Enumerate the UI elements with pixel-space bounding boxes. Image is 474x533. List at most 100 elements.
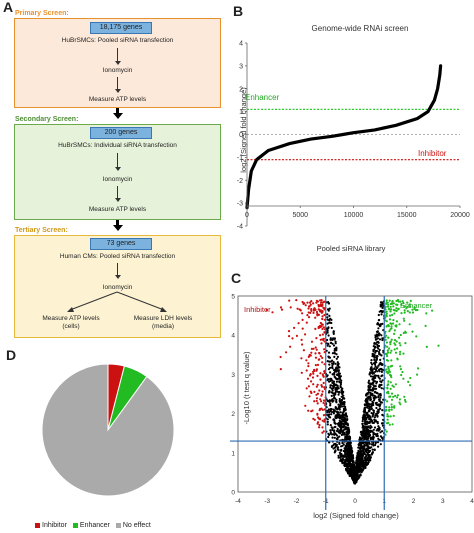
chart-c-point	[304, 333, 307, 336]
chart-c-point	[340, 398, 344, 402]
genome-wide-chart: Genome-wide RNAi screen log2 (Signed fol…	[237, 24, 470, 253]
chart-c-point	[329, 429, 332, 432]
chart-c-point	[332, 361, 335, 364]
chart-c-point	[339, 381, 343, 384]
chart-c-point	[326, 379, 329, 382]
chart-c-point	[350, 467, 353, 470]
chart-c-point	[368, 379, 371, 382]
chart-c-point	[385, 302, 388, 305]
chart-c-point	[376, 370, 379, 373]
chart-c-point	[339, 386, 342, 389]
chart-c-point	[345, 423, 348, 426]
chart-c-point	[321, 301, 324, 304]
chart-c-point	[332, 412, 335, 415]
chart-c-point	[348, 445, 352, 448]
chart-c-point	[342, 458, 345, 461]
chart-c-point	[392, 305, 395, 308]
chart-c-point	[393, 342, 396, 345]
chart-c-point	[386, 418, 389, 421]
chart-c-point	[335, 353, 338, 356]
chart-c-point	[347, 432, 350, 435]
chart-c-point	[333, 419, 336, 422]
chart-c-point	[307, 355, 310, 358]
chart-c-point	[333, 371, 336, 374]
chart-c-point	[359, 455, 362, 458]
chart-c-point	[367, 445, 370, 448]
chart-c-point	[334, 349, 338, 352]
chart-c-point	[318, 423, 321, 427]
chart-c-point	[372, 428, 375, 431]
chart-c-point	[373, 367, 376, 370]
chart-c-point	[363, 443, 366, 447]
chart-c-point	[415, 335, 418, 338]
chart-c-point	[403, 398, 407, 402]
chart-c-point	[411, 311, 415, 314]
chart-c-point	[321, 408, 324, 411]
chart-c-point	[332, 332, 335, 335]
chart-c-point	[322, 414, 326, 417]
chart-c-point	[334, 362, 337, 365]
chart-c-point	[309, 374, 312, 377]
chart-c-point	[380, 387, 383, 390]
chart-c-point	[402, 331, 405, 335]
chart-c-point	[365, 402, 368, 405]
chart-c-point	[375, 406, 378, 410]
chart-c-point	[322, 326, 325, 329]
chart-c-point	[319, 334, 322, 337]
chart-c-point	[376, 427, 379, 431]
chart-c-point	[347, 436, 350, 439]
primary-to-secondary-arrow	[113, 108, 122, 119]
chart-c-point	[399, 300, 402, 303]
chart-c-point	[330, 413, 333, 416]
chart-c-point	[289, 306, 292, 309]
chart-c-point	[377, 344, 381, 348]
chart-c-point	[387, 336, 390, 339]
chart-c-point	[353, 481, 356, 484]
chart-c-point	[373, 356, 376, 359]
chart-c-point	[405, 307, 408, 310]
chart-c-point	[380, 370, 383, 373]
chart-c-point	[431, 309, 434, 312]
chart-c-point	[326, 316, 329, 319]
chart-c-point	[326, 329, 329, 332]
chart-c-point	[335, 437, 338, 440]
chart-c-point	[307, 385, 310, 388]
chart-c-point	[370, 361, 373, 364]
chart-c-point	[368, 457, 371, 460]
chart-c-point	[326, 344, 329, 347]
chart-c-point	[374, 443, 377, 447]
chart-c-point	[327, 334, 330, 337]
chart-c-point	[307, 307, 310, 310]
chart-c-point	[312, 347, 315, 350]
chart-c-point	[327, 351, 331, 354]
chart-c-point	[326, 360, 329, 363]
chart-c-point	[359, 453, 362, 456]
chart-c-point	[319, 355, 322, 358]
chart-c-point	[314, 352, 317, 355]
chart-c-point	[351, 469, 354, 472]
chart-c-point	[387, 305, 390, 308]
secondary-gene-count: 200 genes	[90, 127, 152, 139]
chart-c-point	[365, 463, 368, 467]
chart-c-point	[279, 306, 283, 309]
chart-c-point	[340, 390, 343, 393]
chart-c-point	[375, 387, 378, 390]
chart-c-point	[343, 405, 346, 408]
chart-c-point	[407, 380, 410, 383]
chart-c-point	[315, 310, 319, 314]
chart-c-point	[372, 345, 375, 348]
chart-c-point	[331, 436, 334, 439]
chart-c-point	[385, 430, 388, 433]
chart-c-point	[335, 380, 338, 383]
chart-c-point	[362, 435, 365, 438]
chart-c-point	[364, 456, 367, 459]
chart-c-point	[375, 374, 378, 377]
chart-c-point	[326, 418, 329, 421]
chart-c-point	[337, 406, 340, 409]
chart-c-point	[321, 333, 324, 336]
chart-c-point	[370, 359, 373, 362]
chart-c-point	[343, 428, 346, 431]
chart-c-point	[362, 442, 365, 445]
chart-c-point	[370, 446, 373, 449]
chart-c-point	[323, 348, 326, 351]
